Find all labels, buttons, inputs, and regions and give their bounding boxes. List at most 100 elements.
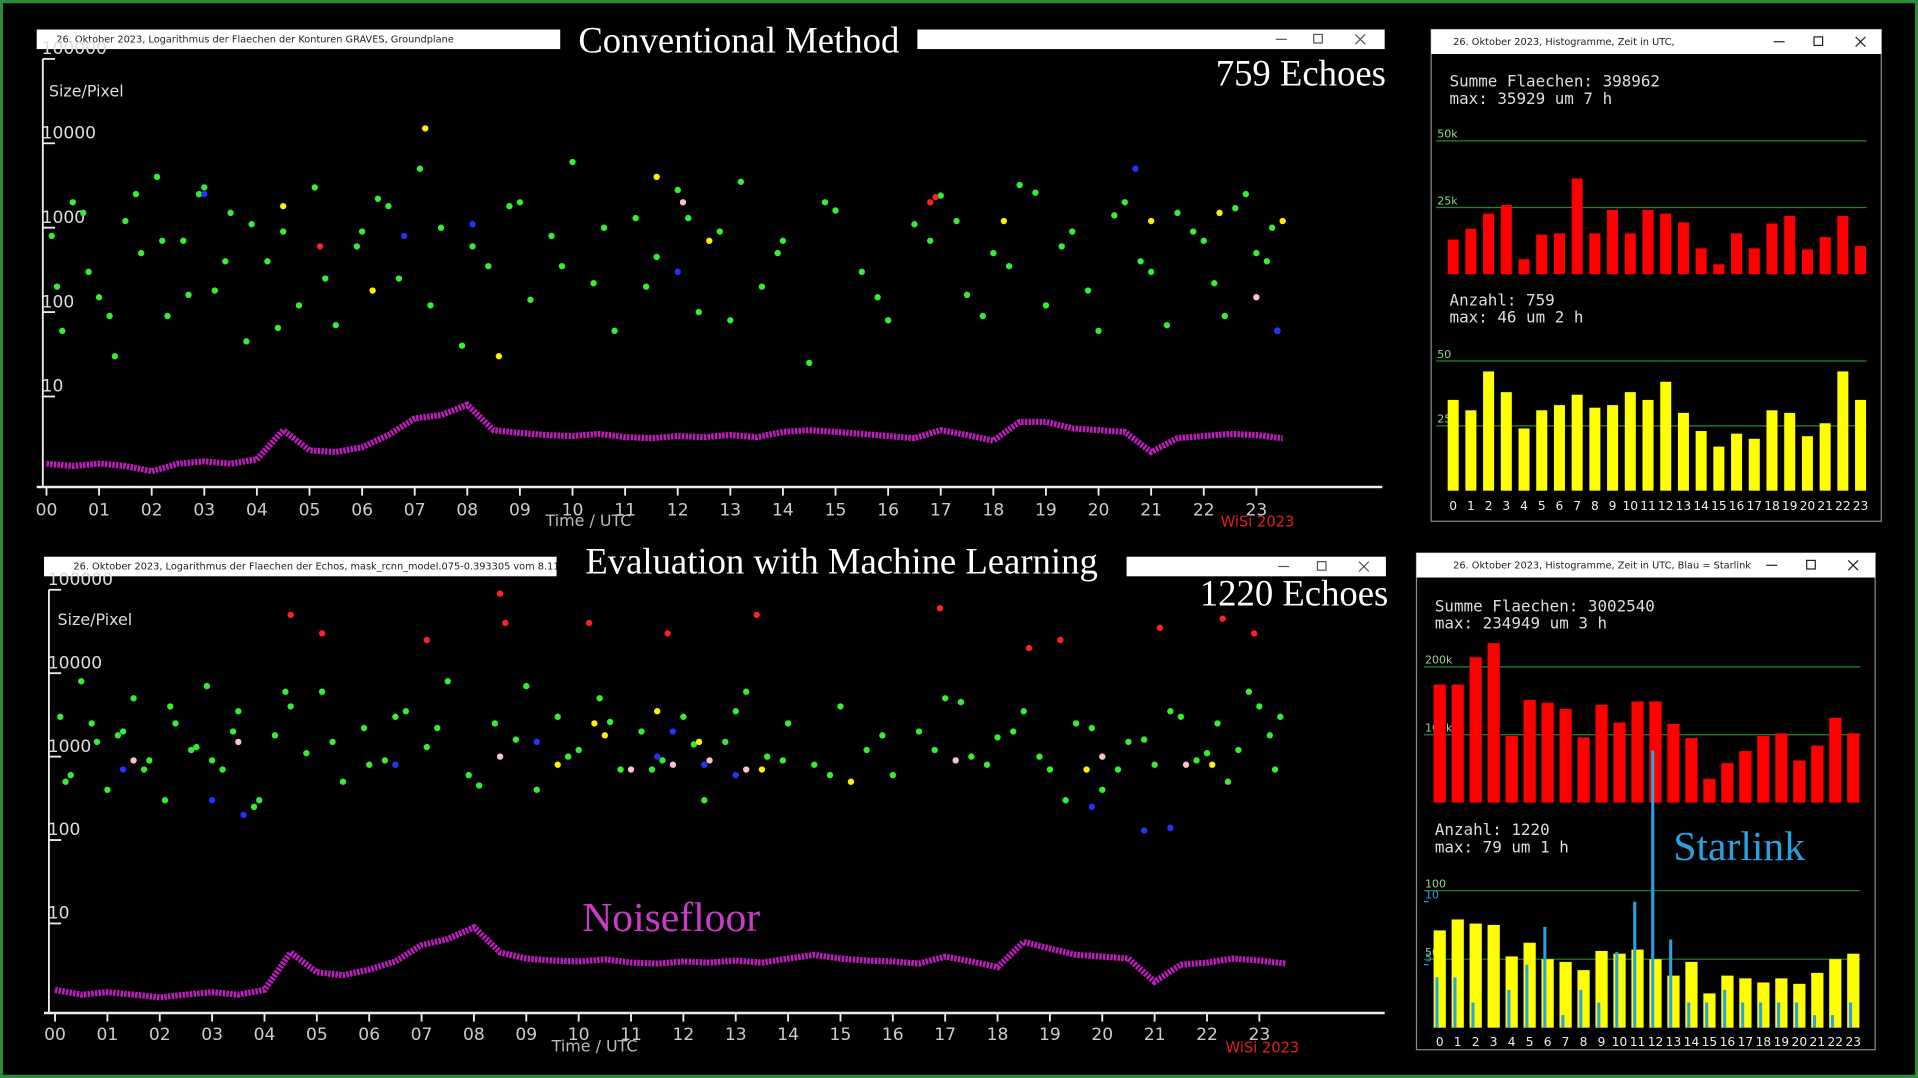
echo-point — [1182, 761, 1190, 768]
x-tick-label: 15 — [830, 1025, 852, 1045]
bar — [1433, 684, 1446, 803]
window-controls[interactable] — [1278, 561, 1370, 572]
x-tick-label: 12 — [672, 1025, 694, 1045]
heading-bg — [556, 544, 1127, 587]
bar — [1801, 436, 1813, 491]
echo-point — [195, 190, 203, 198]
echo-point — [953, 217, 960, 225]
x-tick-label: 17 — [1738, 1035, 1754, 1049]
bar — [1784, 216, 1796, 275]
echo-point — [287, 611, 294, 619]
echo-point — [48, 232, 55, 240]
x-tick-label: 23 — [1853, 499, 1869, 513]
echo-point — [57, 713, 64, 720]
bar — [1518, 428, 1530, 491]
echo-point — [1016, 181, 1023, 189]
bar — [1483, 371, 1495, 491]
echo-point — [1072, 720, 1080, 727]
bar — [1660, 213, 1672, 275]
echo-point — [1140, 827, 1148, 834]
bar — [1847, 733, 1860, 803]
annotation: Summe Flaechen: 398962 — [1450, 72, 1660, 91]
window-controls[interactable] — [1275, 33, 1366, 45]
annotation: Summe Flaechen: 3002540 — [1435, 596, 1655, 615]
echo-point — [732, 708, 739, 715]
bar — [1536, 234, 1548, 275]
starlink-bar — [1453, 977, 1457, 1028]
x-tick-label: 14 — [777, 1025, 799, 1045]
bar — [1793, 760, 1806, 803]
echo-point — [937, 192, 944, 199]
starlink-bar — [1687, 1002, 1691, 1028]
x-tick-label: 19 — [1782, 499, 1798, 513]
echo-point — [506, 202, 513, 210]
echo-point — [280, 202, 287, 210]
echo-point — [1256, 703, 1263, 710]
starlink-bar — [1579, 989, 1583, 1028]
bar — [1748, 248, 1760, 275]
echo-point — [485, 262, 492, 270]
echo-point — [669, 761, 677, 768]
window-controls[interactable] — [1766, 559, 1859, 571]
echo-point — [591, 720, 598, 727]
echo-point — [1025, 644, 1033, 652]
echo-point — [1046, 766, 1054, 773]
echo-point — [758, 283, 766, 290]
echo-point — [758, 766, 766, 773]
echo-point — [395, 275, 403, 282]
x-tick-label: 16 — [882, 1025, 904, 1045]
x-tick-label: 08 — [463, 1025, 485, 1045]
echo-point — [932, 193, 939, 201]
bar — [1757, 736, 1770, 803]
x-tick-label: 10 — [1612, 1035, 1628, 1049]
x-tick-label: 18 — [982, 500, 1004, 520]
echo-point — [1125, 738, 1132, 746]
echo-point — [219, 766, 226, 773]
echo-point — [95, 294, 103, 301]
echo-point — [911, 221, 918, 228]
echo-point — [256, 797, 263, 804]
echo-point — [1156, 624, 1164, 631]
x-tick-label: 08 — [456, 500, 478, 520]
bar — [1518, 259, 1530, 275]
window-title: 26. Oktober 2023, Histogramme, Zeit in U… — [1453, 560, 1751, 571]
x-tick-label: 01 — [88, 500, 110, 520]
window-controls[interactable] — [1773, 36, 1866, 48]
echo-point — [685, 214, 692, 222]
echo-point — [188, 746, 195, 754]
echo-point — [422, 125, 429, 132]
echo-point — [1132, 165, 1139, 172]
echo-point — [185, 291, 192, 299]
echo-point — [695, 308, 702, 316]
echo-point — [106, 312, 113, 320]
echo-point — [722, 738, 729, 746]
x-tick-label: 01 — [97, 1025, 119, 1045]
echo-point — [527, 296, 534, 303]
bar — [1536, 410, 1548, 491]
echo-point — [590, 280, 597, 287]
x-tick-label: 09 — [515, 1025, 537, 1045]
echo-point — [282, 688, 289, 695]
x-tick-label: 12 — [1658, 499, 1674, 513]
x-tick-label: 22 — [1193, 500, 1215, 520]
echo-point — [1245, 688, 1253, 695]
echo-point — [161, 797, 169, 804]
bar — [1685, 738, 1698, 803]
echo-count: 1220 Echoes — [1200, 573, 1389, 614]
echo-point — [606, 718, 614, 726]
x-tick-label: 00 — [44, 1025, 66, 1045]
y-tick-label: 1000 — [48, 737, 92, 757]
y-tick-label: 200k — [1425, 654, 1453, 667]
echo-point — [353, 243, 361, 250]
credit: WiSi 2023 — [1226, 1039, 1300, 1056]
echo-point — [512, 736, 520, 743]
bar — [1713, 264, 1725, 275]
y-tick-label: 100000 — [48, 570, 113, 590]
echo-point — [1203, 749, 1211, 757]
x-tick-label: 14 — [1684, 1035, 1700, 1049]
echo-point — [732, 771, 739, 779]
x-tick-label: 13 — [1666, 1035, 1682, 1049]
x-tick-label: 9 — [1609, 499, 1617, 513]
echo-point — [601, 732, 609, 739]
